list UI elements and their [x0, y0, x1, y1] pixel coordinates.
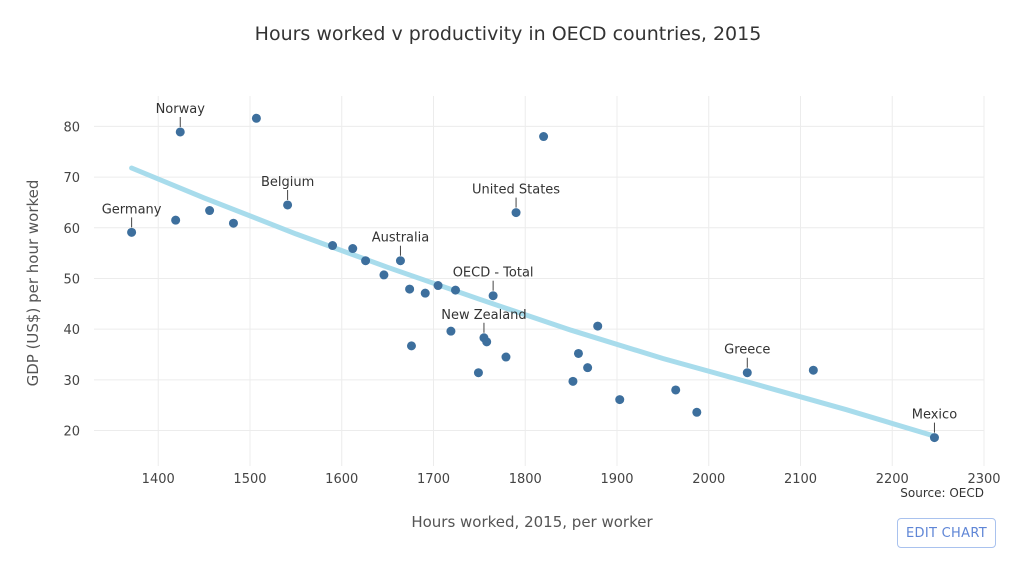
data-point: [671, 385, 681, 395]
data-point: [283, 200, 293, 210]
x-tick-labels: 1400 1500 1600 1700 1800 1900 2000 2100 2200 2300: [142, 472, 1001, 487]
x-tick-label: 2000: [692, 472, 725, 487]
data-point: [593, 321, 603, 331]
x-tick-label: 2200: [876, 472, 909, 487]
data-point: [405, 284, 415, 294]
y-tick-labels: 20 30 40 50 60 70 80: [63, 120, 80, 439]
data-point: [446, 326, 456, 336]
data-point: [692, 407, 702, 417]
annotation-label: Greece: [724, 343, 770, 358]
data-point: [175, 127, 185, 137]
data-point: [568, 376, 578, 386]
data-point: [361, 256, 371, 266]
data-point: [482, 337, 492, 347]
data-point: [473, 368, 483, 378]
data-point: [583, 363, 593, 373]
annotation-label: Australia: [372, 231, 430, 246]
data-point: [205, 206, 215, 216]
y-tick-label: 70: [63, 171, 80, 186]
trend-line: [129, 165, 937, 439]
annotation-label: Norway: [156, 102, 206, 117]
x-tick-label: 1500: [233, 472, 266, 487]
y-tick-label: 20: [63, 425, 80, 440]
data-point: [511, 208, 521, 218]
annotation-label: United States: [472, 183, 560, 198]
x-tick-label: 2100: [784, 472, 817, 487]
y-tick-label: 40: [63, 323, 80, 338]
data-point: [573, 348, 583, 358]
data-point: [228, 218, 238, 228]
x-tick-label: 1400: [142, 472, 175, 487]
annotation-label: OECD - Total: [453, 266, 534, 281]
y-tick-label: 80: [63, 120, 80, 135]
data-point: [501, 352, 511, 362]
data-point: [395, 256, 405, 266]
source-note: Source: OECD: [900, 486, 984, 500]
annotation-label: Mexico: [912, 408, 957, 423]
y-tick-label: 50: [63, 272, 80, 287]
data-point: [451, 285, 461, 295]
data-point: [808, 365, 818, 375]
y-axis-label: GDP (US$) per hour worked: [24, 180, 42, 387]
annotation-label: Germany: [102, 202, 162, 217]
data-point: [433, 281, 443, 291]
annotations: Norway Germany Belgium Australia United Stat…: [102, 102, 957, 433]
x-tick-label: 1900: [600, 472, 633, 487]
data-point: [127, 227, 137, 237]
y-tick-label: 60: [63, 222, 80, 237]
data-point: [539, 132, 549, 142]
x-tick-label: 2300: [967, 472, 1000, 487]
grid-lines: [94, 96, 985, 466]
data-point: [488, 291, 498, 301]
data-point: [929, 433, 939, 443]
data-point: [251, 113, 261, 123]
y-tick-label: 30: [63, 374, 80, 389]
data-point: [379, 270, 389, 280]
data-point: [742, 368, 752, 378]
edit-chart-button[interactable]: EDIT CHART: [897, 518, 996, 548]
data-point: [171, 215, 181, 225]
x-tick-label: 1600: [325, 472, 358, 487]
data-point: [328, 241, 338, 251]
data-point: [615, 395, 625, 405]
data-points: [127, 113, 939, 443]
chart-title: Hours worked v productivity in OECD coun…: [255, 23, 762, 45]
data-point: [420, 288, 430, 298]
annotation-label: Belgium: [261, 175, 314, 190]
data-point: [406, 341, 416, 351]
data-point: [348, 244, 358, 254]
x-tick-label: 1800: [509, 472, 542, 487]
annotation-label: New Zealand: [441, 308, 526, 323]
x-axis-label: Hours worked, 2015, per worker: [411, 513, 653, 531]
x-tick-label: 1700: [417, 472, 450, 487]
